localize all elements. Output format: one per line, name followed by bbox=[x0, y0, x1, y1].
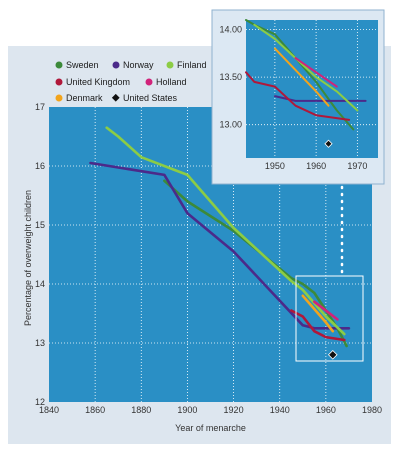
legend-swatch-finland bbox=[166, 61, 174, 69]
main-y-tick-label: 16 bbox=[35, 161, 45, 171]
main-x-tick-label: 1940 bbox=[270, 405, 290, 415]
main-x-tick-label: 1960 bbox=[316, 405, 336, 415]
inset-plot-area bbox=[246, 20, 378, 158]
legend-label-sweden: Sweden bbox=[66, 60, 99, 70]
main-line-finland bbox=[105, 126, 346, 336]
legend-item-united-kingdom: United Kingdom bbox=[55, 77, 130, 87]
main-y-tick-label: 12 bbox=[35, 397, 45, 407]
main-x-tick-labels: 1840 1860 1880 1900 1920 1940 1960 1980 bbox=[39, 405, 382, 415]
inset-chart: 1950 1960 1970 13.00 13.50 14.00 bbox=[211, 9, 385, 185]
main-line-holland bbox=[312, 300, 339, 321]
inset-y-tick-labels: 13.00 13.50 14.00 bbox=[219, 25, 242, 130]
x-axis-label: Year of menarche bbox=[175, 423, 246, 433]
main-y-tick-label: 13 bbox=[35, 338, 45, 348]
inset-x-tick-label: 1950 bbox=[265, 161, 285, 171]
legend-item-sweden: Sweden bbox=[55, 60, 99, 70]
legend-swatch-denmark bbox=[55, 94, 63, 102]
main-y-tick-label: 17 bbox=[35, 102, 45, 112]
legend-label-united-states: United States bbox=[123, 93, 178, 103]
main-line-united-kingdom bbox=[289, 309, 346, 342]
main-x-tick-label: 1880 bbox=[131, 405, 151, 415]
legend-item-norway: Norway bbox=[112, 60, 154, 70]
main-gridlines bbox=[49, 107, 372, 402]
legend-swatch-sweden bbox=[55, 61, 63, 69]
legend-item-holland: Holland bbox=[145, 77, 187, 87]
inset-x-tick-labels: 1950 1960 1970 bbox=[265, 161, 368, 171]
legend-swatch-united-kingdom bbox=[55, 78, 63, 86]
legend-label-united-kingdom: United Kingdom bbox=[66, 77, 130, 87]
legend-item-finland: Finland bbox=[166, 60, 207, 70]
legend-item-united-states: United States bbox=[111, 93, 178, 103]
inset-series-group bbox=[245, 19, 367, 148]
inset-gridlines bbox=[246, 20, 378, 158]
inset-point-united-states bbox=[324, 139, 333, 148]
main-y-tick-label: 14 bbox=[35, 279, 45, 289]
inset-line-finland bbox=[253, 23, 359, 112]
main-y-tick-labels: 12 13 14 15 16 17 bbox=[35, 102, 45, 407]
inset-x-tick-label: 1970 bbox=[347, 161, 367, 171]
main-series-group bbox=[89, 126, 351, 360]
legend-label-finland: Finland bbox=[177, 60, 207, 70]
legend-swatch-norway bbox=[112, 61, 120, 69]
zoom-region-box bbox=[295, 275, 364, 362]
main-point-united-states bbox=[327, 349, 338, 360]
main-x-tick-label: 1840 bbox=[39, 405, 59, 415]
main-y-tick-label: 15 bbox=[35, 220, 45, 230]
inset-x-tick-label: 1960 bbox=[306, 161, 326, 171]
main-line-denmark bbox=[301, 294, 335, 333]
legend: Sweden Norway Finland United Kingdom Hol… bbox=[55, 60, 207, 103]
y-axis-label: Percentage of overweight children bbox=[23, 190, 33, 326]
legend-item-denmark: Denmark bbox=[55, 93, 103, 103]
legend-swatch-holland bbox=[145, 78, 153, 86]
inset-y-tick-label: 13.50 bbox=[219, 72, 242, 82]
main-x-tick-label: 1900 bbox=[177, 405, 197, 415]
legend-label-denmark: Denmark bbox=[66, 93, 103, 103]
inset-line-united-kingdom bbox=[245, 71, 351, 121]
legend-label-holland: Holland bbox=[156, 77, 187, 87]
main-x-tick-label: 1980 bbox=[362, 405, 382, 415]
main-x-tick-label: 1860 bbox=[85, 405, 105, 415]
inset-line-denmark bbox=[273, 47, 330, 107]
legend-swatch-united-states bbox=[111, 93, 120, 102]
legend-label-norway: Norway bbox=[123, 60, 154, 70]
inset-y-tick-label: 13.00 bbox=[219, 120, 242, 130]
main-line-norway bbox=[89, 161, 351, 330]
inset-y-tick-label: 14.00 bbox=[219, 25, 242, 35]
main-x-tick-label: 1920 bbox=[224, 405, 244, 415]
inset-line-holland bbox=[294, 57, 338, 88]
